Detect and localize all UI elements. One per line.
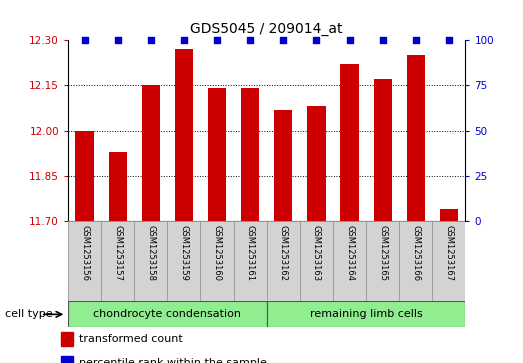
- Text: GSM1253158: GSM1253158: [146, 225, 155, 281]
- Point: [345, 37, 354, 43]
- FancyBboxPatch shape: [433, 221, 465, 301]
- Bar: [308, 106, 325, 221]
- Bar: [75, 131, 94, 221]
- Bar: [274, 110, 292, 221]
- Bar: [61, 332, 73, 346]
- Point: [445, 37, 453, 43]
- Text: chondrocyte condensation: chondrocyte condensation: [94, 309, 241, 319]
- Bar: [373, 79, 392, 221]
- Text: transformed count: transformed count: [79, 334, 183, 344]
- Point: [180, 37, 188, 43]
- FancyBboxPatch shape: [333, 221, 366, 301]
- Text: GSM1253159: GSM1253159: [179, 225, 188, 281]
- FancyBboxPatch shape: [167, 221, 200, 301]
- Text: GSM1253163: GSM1253163: [312, 225, 321, 282]
- Text: GSM1253161: GSM1253161: [246, 225, 255, 281]
- FancyBboxPatch shape: [267, 221, 300, 301]
- Point: [213, 37, 221, 43]
- Text: percentile rank within the sample: percentile rank within the sample: [79, 358, 267, 363]
- Text: GSM1253166: GSM1253166: [411, 225, 420, 282]
- Point: [279, 37, 288, 43]
- FancyBboxPatch shape: [68, 301, 267, 327]
- Point: [146, 37, 155, 43]
- Text: GSM1253156: GSM1253156: [80, 225, 89, 281]
- Title: GDS5045 / 209014_at: GDS5045 / 209014_at: [190, 22, 343, 36]
- Text: remaining limb cells: remaining limb cells: [310, 309, 423, 319]
- Point: [113, 37, 122, 43]
- FancyBboxPatch shape: [300, 221, 333, 301]
- Text: GSM1253165: GSM1253165: [378, 225, 387, 281]
- Bar: [142, 85, 160, 221]
- Bar: [340, 64, 359, 221]
- Text: cell type: cell type: [5, 309, 53, 319]
- FancyBboxPatch shape: [366, 221, 399, 301]
- Bar: [61, 356, 73, 363]
- Point: [81, 37, 89, 43]
- Text: GSM1253164: GSM1253164: [345, 225, 354, 281]
- FancyBboxPatch shape: [267, 301, 465, 327]
- Bar: [109, 152, 127, 221]
- FancyBboxPatch shape: [234, 221, 267, 301]
- Bar: [440, 209, 458, 221]
- Text: GSM1253162: GSM1253162: [279, 225, 288, 281]
- Text: GSM1253160: GSM1253160: [212, 225, 222, 281]
- FancyBboxPatch shape: [68, 221, 101, 301]
- Text: GSM1253157: GSM1253157: [113, 225, 122, 281]
- Point: [412, 37, 420, 43]
- FancyBboxPatch shape: [399, 221, 433, 301]
- Bar: [407, 55, 425, 221]
- Point: [246, 37, 254, 43]
- Bar: [175, 49, 193, 221]
- Bar: [208, 88, 226, 221]
- Text: GSM1253167: GSM1253167: [445, 225, 453, 282]
- FancyBboxPatch shape: [200, 221, 234, 301]
- Bar: [241, 88, 259, 221]
- FancyBboxPatch shape: [101, 221, 134, 301]
- FancyBboxPatch shape: [134, 221, 167, 301]
- Point: [379, 37, 387, 43]
- Point: [312, 37, 321, 43]
